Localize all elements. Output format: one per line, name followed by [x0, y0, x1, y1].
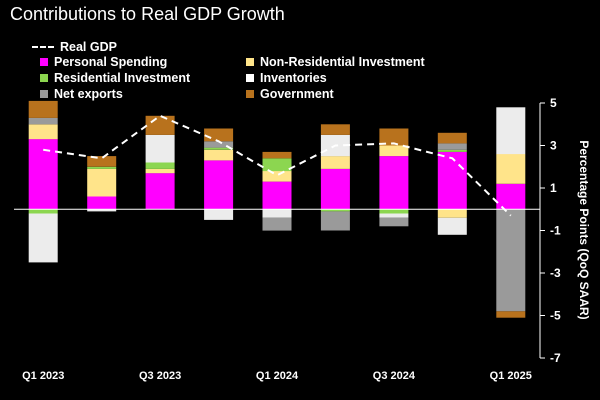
legend-label: Non-Residential Investment — [260, 55, 425, 69]
bar-segment-personal-spending — [262, 181, 292, 210]
y-tick-label: 5 — [550, 96, 557, 110]
legend-line-swatch — [32, 46, 54, 48]
bar-segment-personal-spending — [320, 168, 350, 210]
bar-segment-inventories — [437, 217, 467, 235]
bar-segment-government — [87, 156, 117, 167]
bar-segment-net-exports — [496, 209, 526, 312]
bar-segment-inventories — [87, 209, 117, 212]
bar-segment-net-exports — [379, 217, 409, 227]
bar-segment-non-residential-investment — [437, 209, 467, 218]
y-tick-label: -1 — [550, 224, 561, 238]
bar-segment-net-exports — [262, 217, 292, 231]
bar-segment-net-exports — [28, 117, 58, 125]
legend-item-inventories: Inventories — [246, 71, 327, 85]
legend-swatch — [246, 74, 254, 82]
bar-segment-non-residential-investment — [262, 171, 292, 182]
bar-segment-non-residential-investment — [145, 168, 175, 174]
bar-segment-residential-investment — [437, 149, 467, 152]
bar-segment-non-residential-investment — [320, 156, 350, 169]
bar-segment-non-residential-investment — [87, 168, 117, 197]
x-tick-label: Q3 2024 — [373, 370, 416, 382]
bar-segment-personal-spending — [28, 139, 58, 210]
bar-segment-net-exports — [204, 141, 234, 148]
bar-segment-residential-investment — [262, 158, 292, 172]
y-tick-label: 1 — [550, 181, 557, 195]
bar-segment-residential-investment — [87, 166, 117, 169]
legend-label: Government — [260, 87, 334, 101]
legend-item-real-gdp: Real GDP — [32, 40, 117, 54]
x-tick-label: Q1 2023 — [22, 370, 64, 382]
bar-segment-government — [262, 151, 292, 159]
legend-label: Inventories — [260, 71, 327, 85]
legend-item-government: Government — [246, 87, 334, 101]
bar-segment-personal-spending — [379, 156, 409, 210]
bar-segment-personal-spending — [204, 160, 234, 210]
bar-segment-government — [496, 311, 526, 318]
bar-segment-personal-spending — [87, 196, 117, 210]
bar-segment-non-residential-investment — [204, 149, 234, 161]
axes-layer: 5 3 1 -1 -3 -5 -7 Q1 2023 Q3 2023 Q1 2024 Q3 2024 Q… — [22, 96, 591, 382]
bar-segment-net-exports — [320, 211, 350, 231]
chart-title: Contributions to Real GDP Growth — [10, 4, 285, 24]
legend-label: Residential Investment — [54, 71, 191, 85]
bar-segment-residential-investment — [28, 209, 58, 214]
bar-segment-government — [437, 132, 467, 144]
bar-segment-inventories — [204, 209, 234, 220]
bar-segment-personal-spending — [437, 151, 467, 210]
legend-label: Net exports — [54, 87, 123, 101]
legend-label: Personal Spending — [54, 55, 168, 69]
legend-swatch — [246, 90, 254, 98]
bar-segment-government — [379, 128, 409, 146]
legend-item-net-exports: Net exports — [40, 87, 123, 101]
y-tick-label: -5 — [550, 309, 561, 323]
bar-segment-inventories — [379, 213, 409, 218]
bars-layer — [28, 100, 526, 318]
bar-segment-non-residential-investment — [379, 145, 409, 157]
bar-segment-inventories — [28, 213, 58, 263]
y-axis-label: Percentage Points (QoQ SAAR) — [577, 140, 591, 319]
legend-item-non-residential-investment: Non-Residential Investment — [246, 55, 425, 69]
x-tick-label: Q3 2023 — [139, 370, 181, 382]
bar-segment-government — [320, 124, 350, 135]
bar-segment-inventories — [496, 107, 526, 155]
bar-segment-inventories — [145, 134, 175, 163]
legend-swatch — [40, 58, 48, 66]
legend-swatch — [40, 74, 48, 82]
y-tick-label: 3 — [550, 139, 557, 153]
legend-swatch — [40, 90, 48, 98]
bar-segment-residential-investment — [379, 209, 409, 214]
bar-segment-non-residential-investment — [28, 124, 58, 140]
y-tick-label: -7 — [550, 351, 561, 365]
x-tick-label: Q1 2024 — [256, 370, 299, 382]
bar-segment-residential-investment — [320, 209, 350, 212]
y-tick-label: -3 — [550, 266, 561, 280]
legend-swatch — [246, 58, 254, 66]
bar-segment-government — [145, 115, 175, 135]
bar-segment-government — [28, 100, 58, 118]
legend-item-residential-investment: Residential Investment — [40, 71, 190, 85]
bar-segment-personal-spending — [496, 183, 526, 210]
bar-segment-residential-investment — [145, 162, 175, 169]
x-tick-label: Q1 2025 — [490, 370, 532, 382]
legend-item-personal-spending: Personal Spending — [40, 55, 167, 69]
bar-segment-net-exports — [437, 143, 467, 150]
bar-segment-inventories — [262, 209, 292, 218]
bar-segment-non-residential-investment — [496, 154, 526, 184]
legend-label: Real GDP — [60, 40, 117, 54]
bar-segment-residential-investment — [204, 147, 234, 150]
bar-segment-government — [204, 128, 234, 142]
bar-segment-personal-spending — [145, 173, 175, 210]
